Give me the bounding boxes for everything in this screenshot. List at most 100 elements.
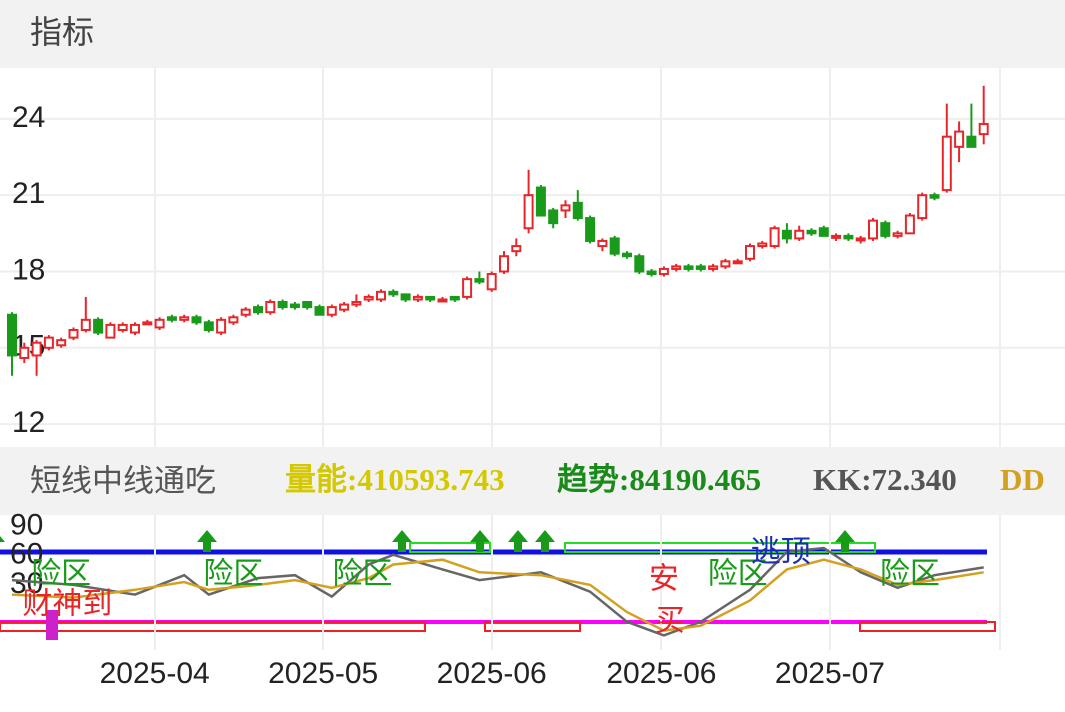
- candle-body: [732, 260, 743, 265]
- candle-body: [105, 323, 116, 339]
- candle-body: [277, 301, 288, 309]
- candle-body: [68, 328, 79, 339]
- annotation: 安: [649, 562, 679, 597]
- candle-body: [917, 194, 928, 220]
- candle-body: [695, 265, 706, 270]
- candle-body: [462, 278, 473, 298]
- candle-body: [437, 298, 448, 303]
- candle-body: [7, 313, 17, 357]
- candle-body: [228, 316, 239, 324]
- zone-box: [564, 542, 876, 553]
- candle-body: [388, 290, 399, 296]
- candle-body: [523, 194, 534, 230]
- candle-body: [548, 209, 559, 225]
- legend-item: DD: [1000, 462, 1045, 497]
- candle-body: [19, 346, 30, 359]
- candle-body: [265, 301, 276, 314]
- signal-arrow: [0, 536, 5, 542]
- candle-body: [326, 306, 337, 316]
- candle-body: [80, 318, 91, 331]
- y-tick-label: 90: [10, 509, 43, 542]
- candle-body: [597, 239, 608, 248]
- candle-body: [843, 234, 854, 240]
- candle-body: [535, 186, 546, 217]
- candle-body: [240, 308, 251, 316]
- annotation: 财神到: [22, 587, 112, 622]
- candle-body: [892, 232, 903, 237]
- candle-body: [499, 255, 509, 273]
- annotation: 险区: [333, 557, 393, 592]
- zone-box: [484, 621, 581, 632]
- x-tick-label: 2025-05: [268, 657, 378, 690]
- candle-body: [93, 318, 104, 334]
- candle-body: [142, 321, 153, 326]
- candle-body: [302, 301, 313, 309]
- candle-body: [572, 201, 583, 220]
- candle-body: [769, 227, 780, 248]
- candle-body: [400, 293, 411, 301]
- y-tick-label: 60: [10, 538, 43, 571]
- candle-body: [622, 252, 632, 258]
- candle-body: [314, 306, 325, 316]
- candle-body: [412, 295, 423, 301]
- candle-body: [794, 229, 805, 240]
- candle-body: [708, 265, 719, 270]
- x-tick-label: 2025-07: [775, 657, 885, 690]
- legend-item: 趋势:84190.465: [557, 462, 761, 497]
- candle-body: [425, 295, 436, 301]
- candle-body: [646, 270, 657, 276]
- candle-body: [745, 245, 755, 260]
- signal-arrow: [508, 530, 528, 552]
- x-tick-label: 2025-04: [100, 657, 210, 690]
- candle-body: [31, 341, 42, 357]
- candle-body: [658, 267, 669, 276]
- candle-body: [511, 245, 522, 253]
- candle-body: [351, 301, 362, 306]
- annotation: 险区: [203, 557, 263, 592]
- zone-box: [409, 542, 491, 553]
- candle-body: [818, 227, 829, 237]
- candle-body: [831, 234, 842, 239]
- candle-body: [117, 323, 128, 331]
- candle-body: [978, 122, 989, 136]
- candle-body: [966, 135, 977, 148]
- header-title: 指标: [30, 13, 94, 51]
- signal-bar: [46, 610, 58, 640]
- legend-item: KK:72.340: [813, 462, 957, 497]
- candle-body: [253, 306, 263, 314]
- annotation: 险区: [31, 557, 91, 592]
- candle-body: [671, 265, 682, 270]
- candle-body: [154, 318, 165, 329]
- header-bar: [0, 0, 1065, 68]
- candle-body: [720, 260, 731, 268]
- candle-body: [203, 321, 214, 331]
- signal-arrow: [835, 530, 855, 552]
- indicator-title: 短线中线通吃: [30, 464, 216, 500]
- annotation: 买: [655, 604, 685, 639]
- legend-item: 量能:410593.743: [285, 462, 505, 497]
- signal-arrow: [197, 530, 217, 552]
- candle-body: [954, 130, 965, 148]
- candle-body: [880, 222, 891, 237]
- x-tick-label: 2025-06: [606, 657, 716, 690]
- candle-body: [941, 135, 952, 192]
- candle-body: [781, 229, 792, 240]
- candle-body: [216, 318, 227, 334]
- candle-body: [560, 204, 571, 212]
- candle-body: [855, 237, 866, 242]
- candle-body: [449, 295, 460, 301]
- candle-body: [339, 303, 350, 311]
- candle-body: [191, 316, 202, 324]
- candle-body: [474, 278, 485, 283]
- indicator-line: [11, 546, 984, 637]
- candle-body: [806, 229, 817, 235]
- candle-body: [363, 295, 374, 301]
- candle-body: [130, 323, 140, 334]
- annotation: 险区: [880, 557, 940, 592]
- candle-body: [376, 290, 386, 301]
- candle-body: [43, 336, 54, 349]
- y-tick-label: 21: [12, 177, 45, 210]
- annotation: 逃顶: [751, 535, 811, 570]
- annotation: 险区: [708, 557, 768, 592]
